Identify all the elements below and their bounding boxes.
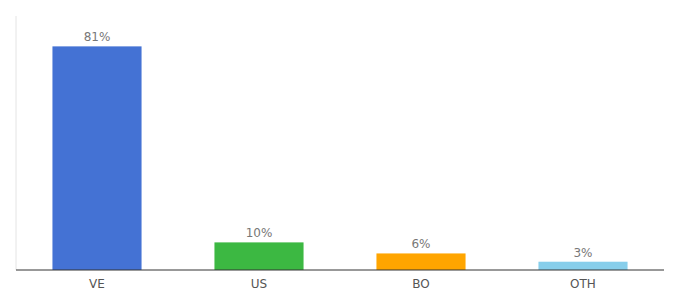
bar	[52, 46, 141, 270]
x-tick-label: BO	[412, 277, 429, 291]
chart-container: 81% 10% 6% 3% VE US BO OTH	[0, 0, 680, 300]
x-tick-label: OTH	[570, 277, 596, 291]
bar	[376, 253, 465, 270]
x-axis	[16, 270, 664, 271]
bar	[538, 262, 627, 270]
data-label: 81%	[84, 30, 111, 44]
x-tick-label: VE	[89, 277, 105, 291]
data-label: 6%	[411, 237, 430, 251]
chart: 81% 10% 6% 3% VE US BO OTH	[0, 0, 680, 300]
x-tick-label: US	[251, 277, 267, 291]
bar	[214, 242, 303, 270]
y-range-line	[16, 16, 17, 270]
bars	[52, 46, 627, 270]
data-label: 3%	[573, 246, 592, 260]
data-label: 10%	[246, 226, 273, 240]
